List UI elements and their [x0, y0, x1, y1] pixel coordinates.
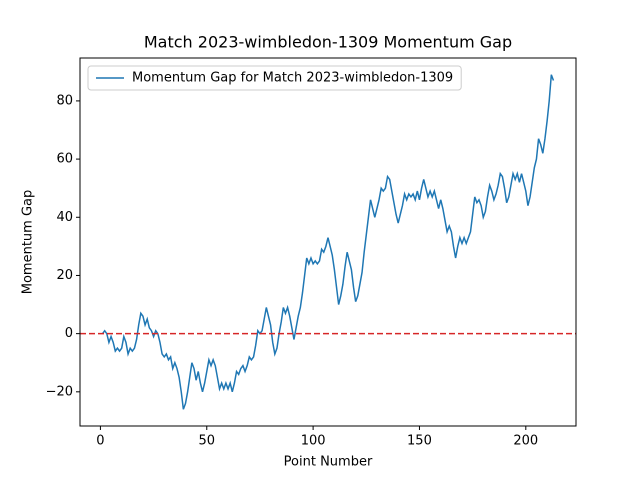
y-tick-label: 80 [56, 93, 73, 108]
chart-title: Match 2023-wimbledon-1309 Momentum Gap [144, 33, 512, 52]
line-series [101, 74, 555, 410]
legend-label: Momentum Gap for Match 2023-wimbledon-13… [132, 71, 453, 86]
plot-frame [79, 57, 577, 427]
legend-box [87, 65, 462, 91]
x-tick-label: 150 [407, 434, 432, 449]
y-tick-label: 40 [56, 210, 73, 225]
x-tick-label: 100 [301, 434, 326, 449]
y-tick-label: 20 [56, 268, 73, 283]
x-tick-label: 0 [96, 434, 104, 449]
y-tick-label: −20 [46, 384, 73, 399]
y-tick-label: 0 [65, 326, 73, 341]
y-tick-label: 60 [56, 152, 73, 167]
y-axis-label: Momentum Gap [21, 190, 36, 295]
x-tick-label: 200 [513, 434, 538, 449]
x-tick-label: 50 [198, 434, 215, 449]
x-axis-label: Point Number [284, 455, 373, 470]
